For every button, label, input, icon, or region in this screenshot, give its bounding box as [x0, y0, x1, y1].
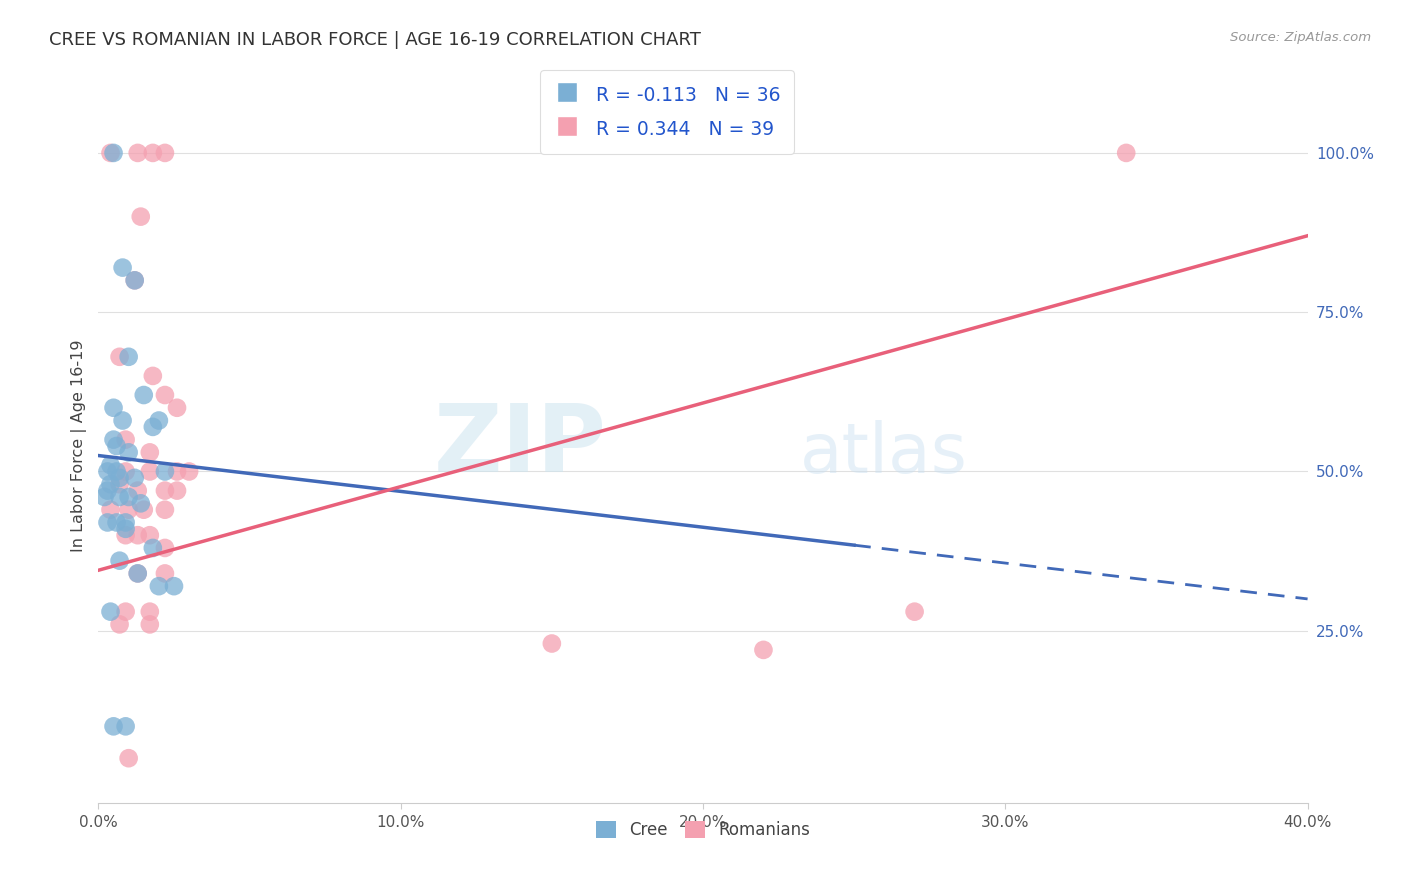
Point [127, 145, 149, 160]
Point [540, 636, 562, 650]
Point [139, 445, 162, 459]
Point [153, 483, 176, 498]
Point [105, 465, 128, 479]
Point [142, 368, 165, 383]
Point [127, 566, 149, 581]
Point [148, 579, 170, 593]
Point [166, 465, 188, 479]
Point [124, 273, 146, 287]
Point [118, 445, 141, 459]
Y-axis label: In Labor Force | Age 16-19: In Labor Force | Age 16-19 [72, 340, 87, 552]
Point [114, 465, 136, 479]
Point [108, 471, 131, 485]
Point [100, 605, 122, 619]
Point [103, 719, 125, 733]
Point [129, 210, 152, 224]
Text: atlas: atlas [800, 419, 967, 487]
Point [118, 502, 141, 516]
Point [904, 605, 927, 619]
Point [139, 528, 162, 542]
Point [139, 465, 162, 479]
Point [114, 719, 136, 733]
Point [114, 528, 136, 542]
Point [142, 541, 165, 555]
Point [103, 433, 125, 447]
Point [103, 145, 125, 160]
Point [127, 566, 149, 581]
Point [93, 490, 115, 504]
Legend: Cree, Romanians: Cree, Romanians [589, 814, 817, 846]
Point [108, 617, 131, 632]
Point [166, 401, 188, 415]
Point [108, 490, 131, 504]
Point [166, 483, 188, 498]
Text: Source: ZipAtlas.com: Source: ZipAtlas.com [1230, 31, 1371, 45]
Point [132, 388, 155, 402]
Point [96, 516, 118, 530]
Point [129, 496, 152, 510]
Point [100, 458, 122, 472]
Point [96, 483, 118, 498]
Point [108, 477, 131, 491]
Point [100, 477, 122, 491]
Point [127, 483, 149, 498]
Point [100, 145, 122, 160]
Point [118, 751, 141, 765]
Point [142, 420, 165, 434]
Point [153, 566, 176, 581]
Point [139, 605, 162, 619]
Point [153, 502, 176, 516]
Point [103, 401, 125, 415]
Point [163, 579, 186, 593]
Point [1115, 145, 1137, 160]
Point [111, 413, 134, 427]
Point [139, 617, 162, 632]
Point [153, 541, 176, 555]
Point [118, 490, 141, 504]
Point [132, 502, 155, 516]
Point [153, 388, 176, 402]
Point [124, 471, 146, 485]
Point [114, 605, 136, 619]
Point [752, 643, 775, 657]
Point [179, 465, 201, 479]
Point [105, 439, 128, 453]
Point [153, 465, 176, 479]
Point [118, 350, 141, 364]
Point [124, 273, 146, 287]
Point [96, 465, 118, 479]
Point [127, 528, 149, 542]
Point [100, 502, 122, 516]
Point [148, 413, 170, 427]
Point [108, 350, 131, 364]
Text: ZIP: ZIP [433, 400, 606, 492]
Point [111, 260, 134, 275]
Point [114, 522, 136, 536]
Point [114, 516, 136, 530]
Point [153, 145, 176, 160]
Point [108, 554, 131, 568]
Point [105, 516, 128, 530]
Point [142, 145, 165, 160]
Point [114, 433, 136, 447]
Text: CREE VS ROMANIAN IN LABOR FORCE | AGE 16-19 CORRELATION CHART: CREE VS ROMANIAN IN LABOR FORCE | AGE 16… [49, 31, 702, 49]
